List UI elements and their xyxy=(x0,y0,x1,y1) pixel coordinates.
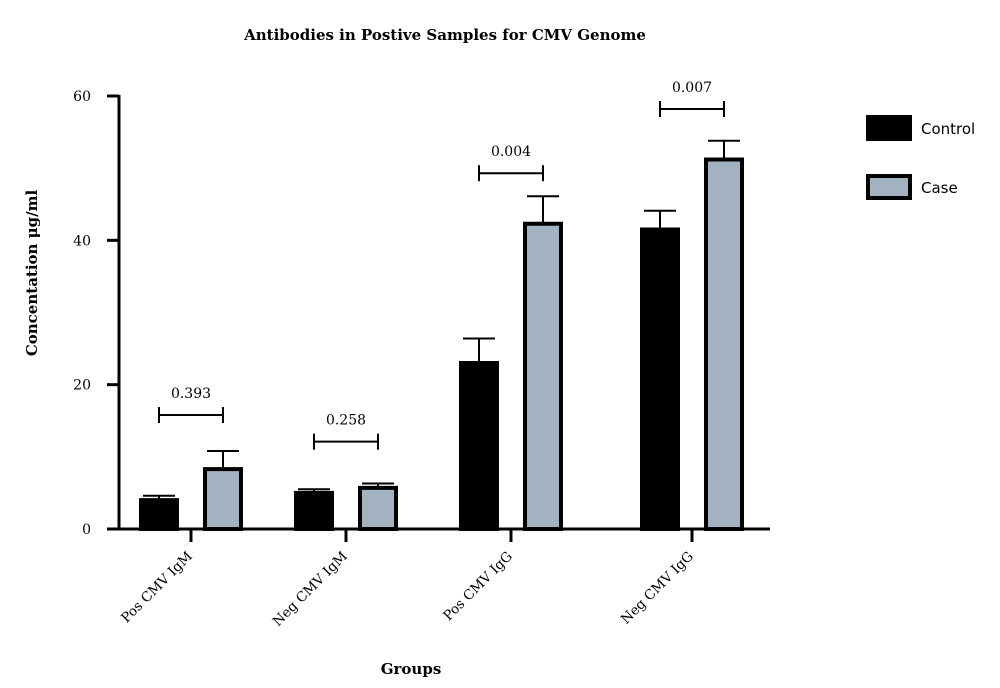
p-value-label: 0.258 xyxy=(326,413,366,429)
bar-case xyxy=(523,221,563,532)
bar-control xyxy=(294,490,334,531)
y-tick-label: 0 xyxy=(82,522,91,538)
legend-label-case: Case xyxy=(921,179,958,197)
p-value-label: 0.007 xyxy=(672,80,712,96)
legend-swatch-case xyxy=(866,174,912,200)
y-tick-label: 60 xyxy=(73,89,91,105)
bar-case xyxy=(203,467,243,531)
x-tick-label: Pos CMV IgG xyxy=(440,549,516,625)
y-tick-label: 20 xyxy=(73,378,91,394)
legend-label-control: Control xyxy=(921,120,975,138)
x-tick-label: Neg CMV IgM xyxy=(270,548,351,629)
chart-title: Antibodies in Postive Samples for CMV Ge… xyxy=(243,26,646,44)
bar-control xyxy=(459,361,499,531)
p-value-label: 0.393 xyxy=(171,386,211,402)
p-value-label: 0.004 xyxy=(491,144,531,160)
legend: Control Case xyxy=(866,115,975,200)
x-axis-label: Groups xyxy=(381,660,442,678)
bar-control xyxy=(640,227,680,531)
x-tick-label: Pos CMV IgM xyxy=(118,548,196,626)
bar-control xyxy=(139,498,179,531)
bar-case xyxy=(358,485,398,531)
y-axis-label: Concentation μg/ml xyxy=(23,190,41,357)
legend-swatch-control xyxy=(866,115,912,141)
x-tick-label: Neg CMV IgG xyxy=(618,549,697,628)
plot-area: 0 20 40 60 Pos CMV IgM Neg CMV IgM Pos CMV IgG… xyxy=(73,80,770,630)
bar-case xyxy=(704,157,744,532)
y-tick-label: 40 xyxy=(73,233,91,249)
